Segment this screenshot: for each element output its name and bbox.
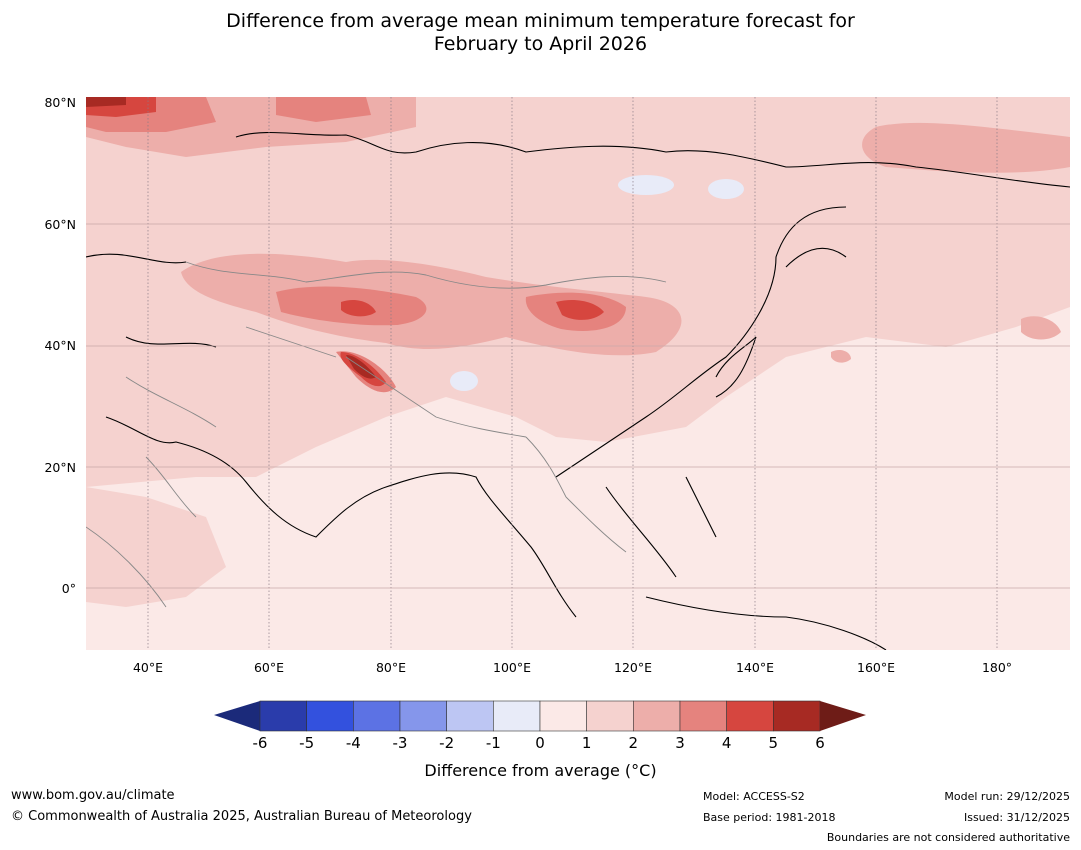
lat-label-80n: 80°N — [44, 95, 76, 110]
colorbar-cell — [399, 700, 447, 732]
map-title-line-1: Difference from average mean minimum tem… — [226, 10, 855, 32]
colorbar-tick-label: 4 — [721, 734, 732, 752]
colorbar-tick-label: 2 — [628, 734, 639, 752]
colorbar-cells — [259, 700, 821, 732]
footer-issued: Issued: 31/12/2025 — [963, 811, 1070, 824]
lat-label-0: 0° — [61, 581, 76, 596]
colorbar-cell — [353, 700, 401, 732]
colorbar-tick-label: -6 — [252, 734, 268, 752]
anomaly-neg-region — [450, 175, 744, 391]
graticule — [147, 97, 998, 650]
colorbar-label: Difference from average (°C) — [424, 761, 657, 780]
lon-label-180: 180° — [981, 660, 1013, 675]
footer-copyright: © Commonwealth of Australia 2025, Austra… — [11, 809, 472, 824]
colorbar-cell — [539, 700, 587, 732]
colorbar-cell — [773, 700, 821, 732]
lon-label-120e: 120°E — [613, 660, 653, 675]
colorbar-tick-label: 5 — [768, 734, 779, 752]
lat-label-20n: 20°N — [44, 460, 76, 475]
anomaly-2-3-region — [86, 97, 1070, 363]
footer-model: Model: ACCESS-S2 — [703, 790, 805, 803]
colorbar-tick-label: 3 — [675, 734, 685, 752]
lon-label-60e: 60°E — [253, 660, 285, 675]
colorbar-cell — [259, 700, 307, 732]
colorbar — [214, 700, 866, 732]
lat-label-40n: 40°N — [44, 338, 76, 353]
colorbar-tick-label: 6 — [815, 734, 825, 752]
footer-model-run: Model run: 29/12/2025 — [944, 790, 1070, 803]
lon-label-40e: 40°E — [132, 660, 164, 675]
lon-label-80e: 80°E — [375, 660, 407, 675]
map-title-line-2: February to April 2026 — [433, 33, 648, 55]
colorbar-cell — [306, 700, 354, 732]
colorbar-tick-label: 1 — [581, 734, 592, 752]
lon-label-160e: 160°E — [856, 660, 896, 675]
colorbar-cell — [633, 700, 681, 732]
colorbar-tick-label: -4 — [345, 734, 361, 752]
colorbar-over-arrow — [820, 701, 866, 731]
colorbar-under-arrow — [214, 701, 260, 731]
colorbar-tick-label: -2 — [439, 734, 455, 752]
colorbar-cell — [679, 700, 727, 732]
colorbar-cell — [586, 700, 634, 732]
colorbar-tick-label: -1 — [485, 734, 501, 752]
footer-disclaimer: Boundaries are not considered authoritat… — [826, 831, 1070, 844]
colorbar-tick-label: -3 — [392, 734, 408, 752]
footer-url[interactable]: www.bom.gov.au/climate — [11, 788, 175, 803]
coastline — [86, 131, 1070, 650]
colorbar-cell — [726, 700, 774, 732]
lon-label-140e: 140°E — [735, 660, 775, 675]
colorbar-cell — [493, 700, 541, 732]
colorbar-tick-label: 0 — [535, 734, 545, 752]
footer-base-period: Base period: 1981-2018 — [703, 811, 836, 824]
colorbar-cell — [446, 700, 494, 732]
lat-label-60n: 60°N — [44, 217, 76, 232]
colorbar-tick-label: -5 — [299, 734, 315, 752]
temperature-anomaly-map — [86, 97, 1070, 650]
lon-label-100e: 100°E — [492, 660, 532, 675]
latitude-lines — [86, 223, 1070, 589]
